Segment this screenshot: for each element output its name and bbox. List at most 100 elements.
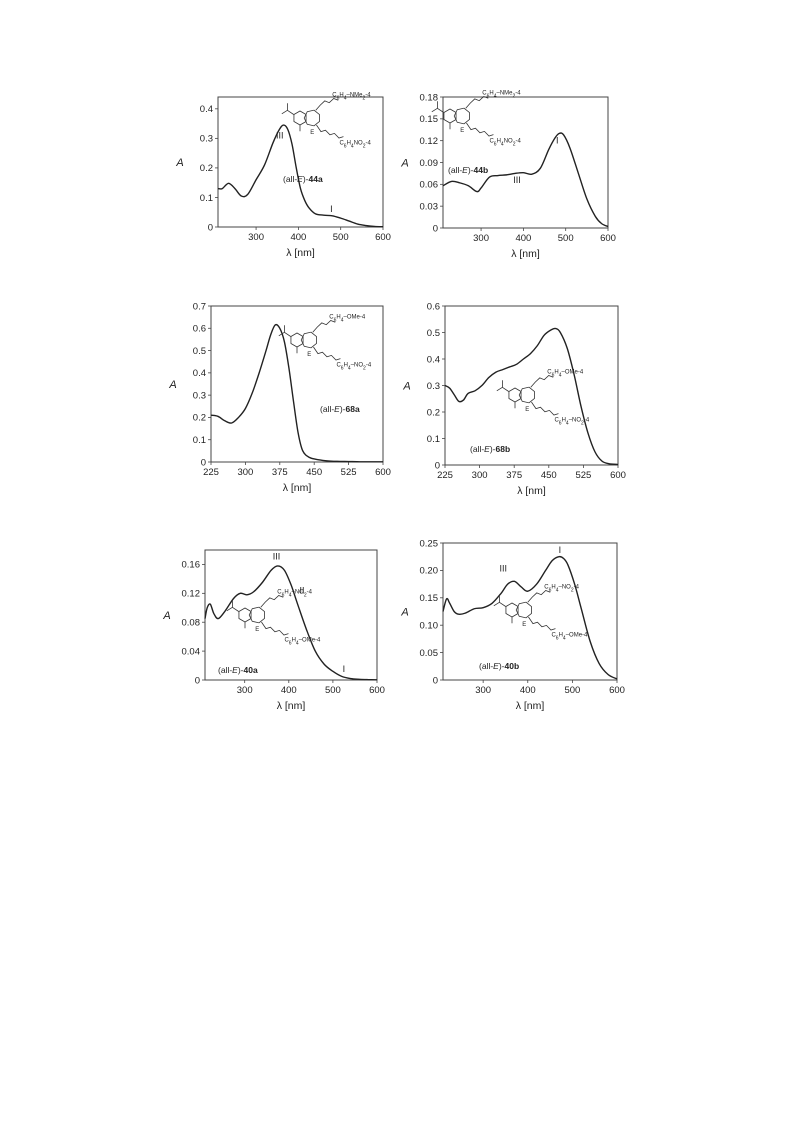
x-tick-label: 600 bbox=[610, 470, 626, 481]
band-annotation: I bbox=[559, 545, 562, 555]
chart-panel-40b: 300 400 500 600 0 0.05 0.10 0.15 0.20 0.25 λ [nm] A… bbox=[400, 538, 625, 712]
x-tick-label: 600 bbox=[369, 685, 385, 696]
seven-membered-ring bbox=[300, 331, 317, 349]
top-polyene-chain bbox=[312, 320, 336, 333]
x-tick-label: 300 bbox=[475, 685, 491, 696]
y-tick-label: 0.12 bbox=[420, 136, 439, 147]
x-tick-label: 600 bbox=[609, 685, 625, 696]
seven-membered-ring bbox=[515, 601, 532, 619]
bottom-polyene-chain bbox=[316, 124, 344, 139]
y-axis-label: A bbox=[162, 610, 170, 622]
y-tick-label: 0 bbox=[433, 675, 438, 686]
spectrum-line bbox=[442, 132, 609, 228]
caption-compound-number: 44a bbox=[309, 174, 323, 184]
y-tick-label: 0.7 bbox=[193, 301, 206, 312]
caption-prefix: (all- bbox=[470, 444, 484, 454]
top-substituent-label: C6H4–NMe2-4 bbox=[332, 92, 371, 101]
ring-label: E bbox=[525, 407, 529, 413]
y-tick-label: 0.09 bbox=[420, 158, 439, 169]
caption-italic: E bbox=[334, 404, 340, 414]
ring-label: E bbox=[255, 627, 259, 633]
x-tick-label: 450 bbox=[541, 470, 557, 481]
top-substituent-label: C6H4–OMe-4 bbox=[329, 314, 366, 323]
x-tick-label: 225 bbox=[203, 467, 219, 478]
x-tick-label: 375 bbox=[506, 470, 522, 481]
y-tick-label: 0.3 bbox=[427, 381, 440, 392]
spectrum-line bbox=[442, 555, 618, 680]
x-tick-label: 300 bbox=[237, 467, 253, 478]
x-axis-label: λ [nm] bbox=[283, 482, 312, 494]
y-tick-label: 0.15 bbox=[420, 593, 439, 604]
y-tick-label: 0.04 bbox=[182, 646, 201, 657]
caption-prefix: (all- bbox=[218, 665, 232, 675]
band-annotation: I bbox=[556, 136, 559, 146]
isopropyl-group bbox=[226, 606, 239, 612]
top-substituent-label: C6H4–NMe2-4 bbox=[482, 90, 521, 99]
caption-italic: E bbox=[493, 661, 499, 671]
chart-panel-68a: 225 300 375 450 525 600 0 0.1 0.2 0.3 0.4 0.5 0.6 0.7… bbox=[168, 301, 391, 494]
plot-frame bbox=[444, 305, 619, 466]
bottom-polyene-chain bbox=[528, 616, 556, 631]
x-tick-label: 600 bbox=[375, 232, 391, 243]
y-tick-label: 0.06 bbox=[420, 180, 439, 191]
caption-compound-number: 68a bbox=[346, 404, 360, 414]
y-tick-label: 0.1 bbox=[200, 193, 213, 204]
spectrum-line bbox=[204, 565, 378, 681]
y-tick-label: 0.5 bbox=[193, 346, 206, 357]
seven-membered-ring bbox=[518, 386, 535, 404]
compound-caption: (all-E)-40b bbox=[479, 661, 519, 671]
top-polyene-chain bbox=[260, 595, 284, 608]
isopropyl-group bbox=[281, 109, 294, 115]
y-tick-label: 0.3 bbox=[200, 134, 213, 145]
x-axis-label: λ [nm] bbox=[277, 700, 306, 712]
x-tick-label: 600 bbox=[375, 467, 391, 478]
y-axis-label: A bbox=[168, 379, 176, 391]
y-tick-label: 0.12 bbox=[182, 589, 201, 600]
plot-frame bbox=[210, 305, 384, 463]
y-tick-label: 0.3 bbox=[193, 390, 206, 401]
y-tick-label: 0.6 bbox=[427, 301, 440, 312]
bottom-polyene-chain bbox=[466, 122, 494, 137]
top-polyene-chain bbox=[465, 96, 489, 109]
x-tick-label: 525 bbox=[341, 467, 357, 478]
top-substituent-label: C6H4–OMe-4 bbox=[547, 369, 584, 378]
caption-italic: E bbox=[232, 665, 238, 675]
plot-frame bbox=[442, 96, 609, 229]
x-tick-label: 400 bbox=[520, 685, 536, 696]
x-tick-label: 525 bbox=[575, 470, 591, 481]
y-tick-label: 0.16 bbox=[182, 560, 201, 571]
x-tick-label: 450 bbox=[306, 467, 322, 478]
top-polyene-chain bbox=[530, 375, 554, 388]
bottom-polyene-chain bbox=[313, 346, 341, 361]
y-tick-label: 0 bbox=[195, 675, 200, 686]
bottom-substituent-label: C6H4–NO2-4 bbox=[336, 363, 371, 372]
ring-label: E bbox=[307, 352, 311, 358]
caption-italic: E bbox=[297, 174, 303, 184]
caption-mid: )- bbox=[499, 661, 505, 671]
bottom-substituent-label: C6H4NO2-4 bbox=[339, 141, 371, 150]
top-substituent-label: C6H4–NO2-4 bbox=[277, 589, 312, 598]
caption-italic: E bbox=[462, 165, 468, 175]
y-tick-label: 0 bbox=[201, 457, 206, 468]
caption-prefix: (all- bbox=[448, 165, 462, 175]
x-axis-label: λ [nm] bbox=[516, 700, 545, 712]
y-tick-label: 0.5 bbox=[427, 328, 440, 339]
caption-mid: )- bbox=[468, 165, 474, 175]
isopropyl-group bbox=[496, 386, 509, 392]
y-tick-label: 0.6 bbox=[193, 324, 206, 335]
caption-compound-number: 44b bbox=[474, 165, 489, 175]
compound-caption: (all-E)-44a bbox=[283, 174, 323, 184]
y-tick-label: 0.05 bbox=[420, 648, 439, 659]
band-annotation: III bbox=[513, 175, 521, 185]
seven-membered-ring bbox=[303, 109, 320, 127]
seven-membered-ring bbox=[248, 606, 265, 624]
x-tick-label: 375 bbox=[272, 467, 288, 478]
y-tick-label: 0.1 bbox=[193, 435, 206, 446]
plot-frame bbox=[204, 549, 378, 681]
y-axis-label: A bbox=[175, 157, 183, 169]
y-tick-label: 0.2 bbox=[200, 163, 213, 174]
caption-mid: )- bbox=[303, 174, 309, 184]
compound-caption: (all-E)-40a bbox=[218, 665, 258, 675]
